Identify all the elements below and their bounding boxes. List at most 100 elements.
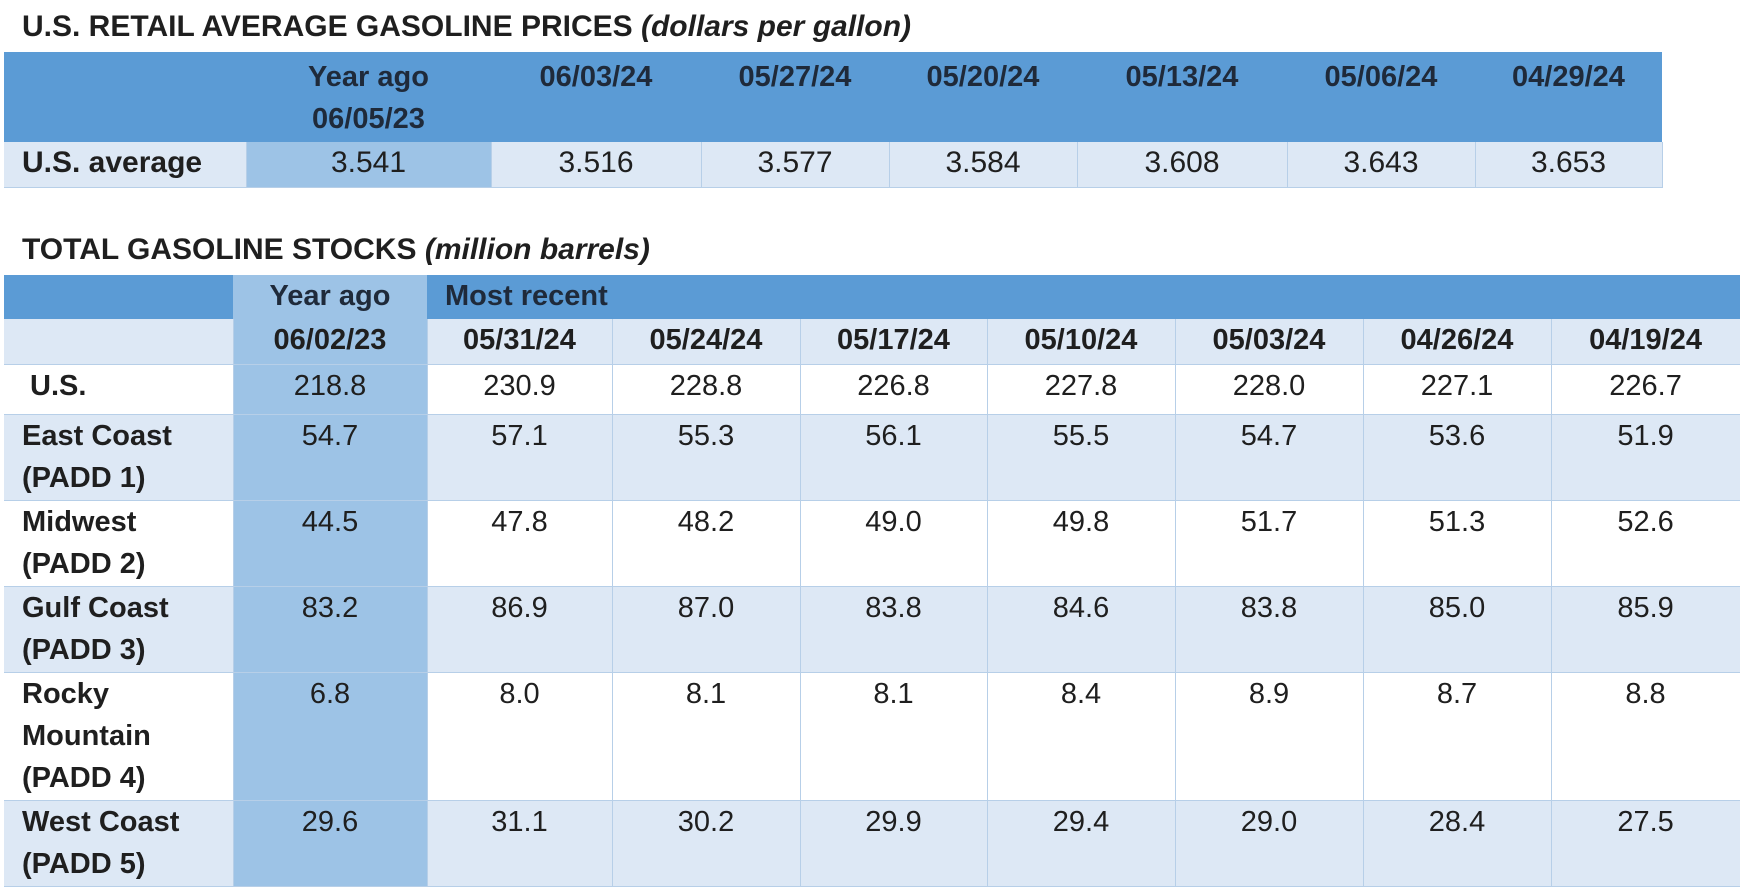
stocks-value-cell: 49.0 (800, 500, 988, 587)
retail-price-cell: 3.608 (1077, 142, 1288, 188)
stocks-year-ago-value: 29.6 (233, 800, 428, 887)
stocks-year-ago-value: 44.5 (233, 500, 428, 587)
stocks-year-ago-value: 83.2 (233, 586, 428, 673)
stocks-value-cell: 51.3 (1363, 500, 1552, 587)
stocks-row-west-coast: West Coast (PADD 5) 29.6 31.1 30.2 29.9 … (4, 800, 1740, 887)
stocks-value-cell: 47.8 (427, 500, 613, 587)
stocks-row-label: Rocky Mountain (PADD 4) (4, 672, 234, 801)
stocks-value-cell: 228.0 (1175, 364, 1364, 415)
retail-price-cell: 3.516 (491, 142, 702, 188)
stocks-value-cell: 29.4 (987, 800, 1176, 887)
retail-prices-title: U.S. RETAIL AVERAGE GASOLINE PRICES (dol… (22, 10, 911, 44)
stocks-value-cell: 8.4 (987, 672, 1176, 801)
stocks-date-header: 05/03/24 (1175, 319, 1364, 365)
stocks-value-cell: 230.9 (427, 364, 613, 415)
retail-date-header: 05/20/24 (889, 52, 1077, 142)
retail-row-label: U.S. average (4, 142, 247, 188)
retail-price-cell: 3.653 (1475, 142, 1663, 188)
stocks-value-cell: 31.1 (427, 800, 613, 887)
stocks-date-header: 04/26/24 (1363, 319, 1552, 365)
stocks-row-midwest: Midwest (PADD 2) 44.5 47.8 48.2 49.0 49.… (4, 500, 1740, 587)
retail-header-row: Year ago 06/05/23 06/03/24 05/27/24 05/2… (4, 52, 1662, 142)
stocks-value-cell: 53.6 (1363, 414, 1552, 501)
stocks-value-cell: 51.9 (1551, 414, 1740, 501)
stocks-value-cell: 8.7 (1363, 672, 1552, 801)
stocks-value-cell: 29.0 (1175, 800, 1364, 887)
retail-date-header: 06/03/24 (491, 52, 701, 142)
stocks-value-cell: 8.1 (612, 672, 801, 801)
stocks-value-cell: 56.1 (800, 414, 988, 501)
stocks-header-row: Year ago Most recent (4, 275, 1740, 319)
stocks-value-cell: 8.0 (427, 672, 613, 801)
retail-year-ago-value: 3.541 (246, 142, 492, 188)
stocks-value-cell: 227.1 (1363, 364, 1552, 415)
retail-price-cell: 3.643 (1287, 142, 1476, 188)
stocks-row-label: Midwest (PADD 2) (4, 500, 234, 587)
retail-year-ago-header: Year ago 06/05/23 (246, 52, 491, 142)
retail-us-average-row: U.S. average 3.541 3.516 3.577 3.584 3.6… (4, 142, 1663, 188)
stocks-value-cell: 226.7 (1551, 364, 1740, 415)
retail-date-header: 05/13/24 (1077, 52, 1287, 142)
stocks-value-cell: 85.9 (1551, 586, 1740, 673)
stocks-most-recent-label: Most recent (427, 275, 1740, 319)
retail-price-cell: 3.584 (889, 142, 1078, 188)
stocks-row-us: U.S. 218.8 230.9 228.8 226.8 227.8 228.0… (4, 364, 1740, 415)
stocks-title: TOTAL GASOLINE STOCKS (million barrels) (22, 233, 650, 267)
stocks-row-label: Gulf Coast (PADD 3) (4, 586, 234, 673)
stocks-value-cell: 83.8 (1175, 586, 1364, 673)
stocks-row-east-coast: East Coast (PADD 1) 54.7 57.1 55.3 56.1 … (4, 414, 1740, 501)
stocks-date-empty (4, 319, 234, 365)
stocks-header-empty (4, 275, 233, 319)
stocks-value-cell: 30.2 (612, 800, 801, 887)
stocks-value-cell: 55.3 (612, 414, 801, 501)
stocks-year-ago-value: 54.7 (233, 414, 428, 501)
stocks-year-ago-value: 218.8 (233, 364, 428, 415)
stocks-value-cell: 84.6 (987, 586, 1176, 673)
stocks-date-header: 05/10/24 (987, 319, 1176, 365)
stocks-value-cell: 228.8 (612, 364, 801, 415)
retail-title-text: U.S. RETAIL AVERAGE GASOLINE PRICES (22, 10, 633, 43)
stocks-value-cell: 226.8 (800, 364, 988, 415)
retail-header-empty (4, 52, 246, 142)
stocks-value-cell: 49.8 (987, 500, 1176, 587)
gasoline-stocks-table: Year ago Most recent 06/02/23 05/31/24 0… (4, 275, 1740, 887)
retail-year-ago-date: 06/05/23 (312, 103, 425, 135)
retail-price-cell: 3.577 (701, 142, 890, 188)
stocks-value-cell: 29.9 (800, 800, 988, 887)
stocks-row-label: East Coast (PADD 1) (4, 414, 234, 501)
retail-date-header: 04/29/24 (1475, 52, 1662, 142)
stocks-value-cell: 51.7 (1175, 500, 1364, 587)
stocks-value-cell: 8.9 (1175, 672, 1364, 801)
stocks-value-cell: 48.2 (612, 500, 801, 587)
stocks-value-cell: 57.1 (427, 414, 613, 501)
stocks-row-label: U.S. (4, 364, 234, 415)
stocks-title-text: TOTAL GASOLINE STOCKS (22, 233, 417, 266)
stocks-value-cell: 85.0 (1363, 586, 1552, 673)
stocks-date-header: 05/17/24 (800, 319, 988, 365)
stocks-value-cell: 8.8 (1551, 672, 1740, 801)
stocks-year-ago-date: 06/02/23 (233, 319, 428, 365)
stocks-row-rocky-mountain: Rocky Mountain (PADD 4) 6.8 8.0 8.1 8.1 … (4, 672, 1740, 801)
retail-prices-table: Year ago 06/05/23 06/03/24 05/27/24 05/2… (4, 52, 1663, 188)
stocks-value-cell: 27.5 (1551, 800, 1740, 887)
stocks-row-gulf-coast: Gulf Coast (PADD 3) 83.2 86.9 87.0 83.8 … (4, 586, 1740, 673)
stocks-value-cell: 87.0 (612, 586, 801, 673)
stocks-value-cell: 52.6 (1551, 500, 1740, 587)
stocks-row-label: West Coast (PADD 5) (4, 800, 234, 887)
stocks-date-header: 05/31/24 (427, 319, 613, 365)
stocks-value-cell: 83.8 (800, 586, 988, 673)
stocks-value-cell: 8.1 (800, 672, 988, 801)
retail-date-header: 05/27/24 (701, 52, 889, 142)
stocks-title-unit: (million barrels) (424, 233, 650, 266)
stocks-value-cell: 54.7 (1175, 414, 1364, 501)
stocks-value-cell: 86.9 (427, 586, 613, 673)
stocks-date-header: 05/24/24 (612, 319, 801, 365)
stocks-date-row: 06/02/23 05/31/24 05/24/24 05/17/24 05/1… (4, 319, 1740, 365)
stocks-year-ago-label: Year ago (233, 275, 427, 319)
stocks-value-cell: 28.4 (1363, 800, 1552, 887)
stocks-date-header: 04/19/24 (1551, 319, 1740, 365)
stocks-year-ago-value: 6.8 (233, 672, 428, 801)
stocks-value-cell: 227.8 (987, 364, 1176, 415)
retail-year-ago-label: Year ago (308, 61, 429, 93)
stocks-value-cell: 55.5 (987, 414, 1176, 501)
